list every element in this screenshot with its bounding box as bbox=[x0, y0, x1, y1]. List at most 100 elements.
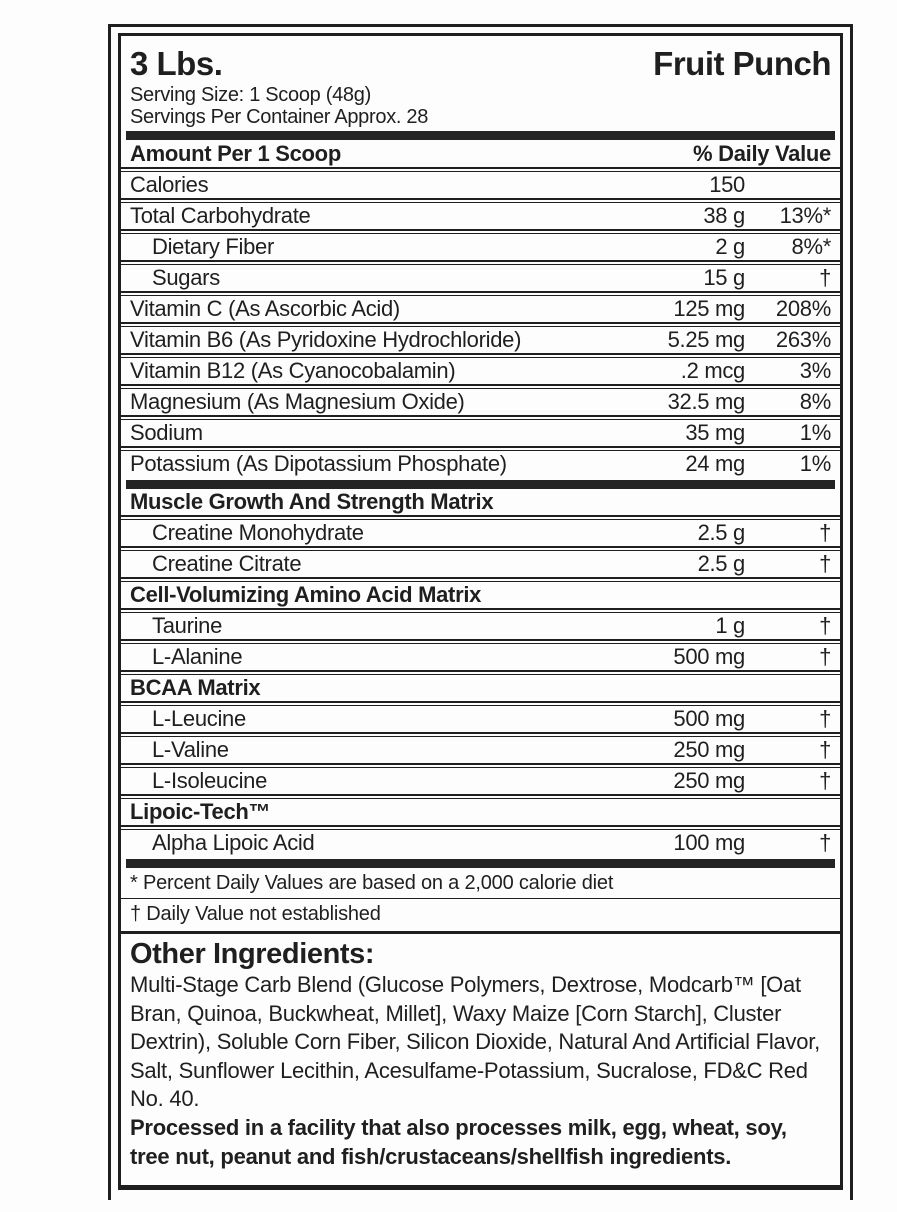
row-divider bbox=[121, 577, 840, 582]
nutrient-daily-value: † bbox=[819, 706, 831, 731]
nutrient-row: L-Leucine 500 mg † bbox=[130, 706, 831, 732]
thick-divider-bar bbox=[126, 131, 835, 140]
nutrient-row: Sugars 15 g † bbox=[130, 265, 831, 291]
servings-per-container: Servings Per Container Approx. 28 bbox=[130, 105, 429, 128]
row-divider bbox=[121, 291, 840, 296]
nutrient-row: L-Alanine 500 mg † bbox=[130, 644, 831, 670]
footnote-divider bbox=[121, 898, 840, 899]
nutrient-row: Potassium (As Dipotassium Phosphate) 24 m… bbox=[130, 451, 831, 477]
nutrient-amount: 500 mg bbox=[673, 644, 745, 669]
other-ingredients-heading: Other Ingredients: bbox=[130, 938, 375, 970]
nutrient-amount: .2 mcg bbox=[680, 358, 746, 383]
nutrient-daily-value: 263% bbox=[775, 327, 831, 352]
row-divider bbox=[121, 322, 840, 327]
nutrient-name: L-Valine bbox=[152, 737, 229, 762]
nutrient-name: L-Isoleucine bbox=[152, 768, 268, 793]
row-divider bbox=[121, 825, 840, 830]
row-divider bbox=[121, 608, 840, 613]
nutrient-name: Taurine bbox=[152, 613, 223, 638]
nutrient-daily-value: 3% bbox=[799, 358, 832, 383]
row-divider bbox=[121, 670, 840, 675]
amount-column-header: Amount Per 1 Scoop bbox=[130, 141, 341, 166]
nutrient-row: Taurine 1 g † bbox=[130, 613, 831, 639]
nutrient-daily-value: † bbox=[819, 737, 831, 762]
nutrient-amount: 2.5 g bbox=[697, 520, 746, 545]
thick-divider-bar bbox=[126, 480, 835, 489]
nutrient-row: Creatine Citrate 2.5 g † bbox=[130, 551, 831, 577]
footnote-percent-daily-value: * Percent Daily Values are based on a 2,… bbox=[130, 872, 614, 894]
row-divider bbox=[121, 546, 840, 551]
row-divider bbox=[121, 732, 840, 737]
nutrient-row: Total Carbohydrate 38 g 13%* bbox=[130, 203, 831, 229]
allergen-statement: Processed in a facility that also proces… bbox=[130, 1114, 787, 1169]
footnote-daily-value-not-established: † Daily Value not established bbox=[130, 903, 381, 925]
serving-size: Serving Size: 1 Scoop (48g) bbox=[130, 84, 371, 106]
nutrient-amount: 2.5 g bbox=[697, 551, 746, 576]
nutrient-daily-value: 8% bbox=[799, 389, 832, 414]
nutrient-name: Creatine Monohydrate bbox=[152, 520, 364, 545]
nutrient-amount: 100 mg bbox=[673, 830, 745, 855]
nutrient-row: Calories 150 bbox=[130, 172, 831, 198]
row-divider bbox=[121, 763, 840, 768]
product-size: 3 Lbs. bbox=[130, 45, 223, 82]
row-divider bbox=[121, 515, 840, 520]
nutrient-amount: 1 g bbox=[715, 613, 745, 638]
nutrient-daily-value: † bbox=[819, 551, 831, 576]
nutrient-daily-value: † bbox=[819, 613, 831, 638]
row-divider bbox=[121, 353, 840, 358]
nutrient-daily-value: 1% bbox=[799, 451, 832, 476]
nutrient-amount: 32.5 mg bbox=[667, 389, 746, 414]
nutrient-amount: 125 mg bbox=[673, 296, 745, 321]
nutrient-name: Sodium bbox=[130, 420, 203, 445]
nutrient-name: Vitamin C (As Ascorbic Acid) bbox=[130, 296, 400, 321]
nutrient-row: L-Isoleucine 250 mg † bbox=[130, 768, 831, 794]
row-divider bbox=[121, 794, 840, 799]
matrix-section-title: Cell-Volumizing Amino Acid Matrix bbox=[130, 582, 482, 607]
supplement-facts-panel: 3 Lbs. Fruit Punch Serving Size: 1 Scoop… bbox=[118, 33, 843, 1190]
flavor-name: Fruit Punch bbox=[653, 45, 831, 82]
label-outer-border: 3 Lbs. Fruit Punch Serving Size: 1 Scoop… bbox=[108, 24, 853, 1200]
row-divider bbox=[121, 415, 840, 420]
nutrient-name: Sugars bbox=[152, 265, 220, 290]
nutrient-row: Creatine Monohydrate 2.5 g † bbox=[130, 520, 831, 546]
nutrient-amount: 15 g bbox=[703, 265, 745, 290]
row-divider bbox=[121, 446, 840, 451]
nutrient-row: Vitamin C (As Ascorbic Acid) 125 mg 208% bbox=[130, 296, 831, 322]
nutrient-name: L-Alanine bbox=[152, 644, 243, 669]
nutrient-daily-value: † bbox=[819, 768, 831, 793]
nutrient-daily-value: † bbox=[819, 520, 831, 545]
nutrient-name: Potassium (As Dipotassium Phosphate) bbox=[130, 451, 507, 476]
nutrient-daily-value: † bbox=[819, 644, 831, 669]
nutrient-row: Vitamin B6 (As Pyridoxine Hydrochloride)… bbox=[130, 327, 831, 353]
nutrient-name: L-Leucine bbox=[152, 706, 246, 731]
panel-content: 3 Lbs. Fruit Punch Serving Size: 1 Scoop… bbox=[121, 36, 840, 1171]
matrix-section-title: Lipoic-Tech™ bbox=[130, 799, 271, 824]
nutrient-name: Magnesium (As Magnesium Oxide) bbox=[130, 389, 465, 414]
nutrient-name: Vitamin B6 (As Pyridoxine Hydrochloride) bbox=[130, 327, 522, 352]
nutrient-amount: 250 mg bbox=[673, 768, 745, 793]
nutrient-amount: 35 mg bbox=[685, 420, 745, 445]
nutrient-daily-value: 1% bbox=[799, 420, 832, 445]
nutrient-name: Creatine Citrate bbox=[152, 551, 302, 576]
nutrient-daily-value: 13%* bbox=[779, 203, 832, 228]
nutrient-amount: 150 bbox=[709, 172, 745, 197]
nutrient-amount: 24 mg bbox=[685, 451, 745, 476]
nutrient-row: Sodium 35 mg 1% bbox=[130, 420, 831, 446]
nutrient-name: Calories bbox=[130, 172, 209, 197]
row-divider bbox=[121, 639, 840, 644]
other-ingredients-divider bbox=[121, 931, 840, 934]
table-header-row: Amount Per 1 Scoop % Daily Value bbox=[130, 140, 831, 167]
nutrient-name: Vitamin B12 (As Cyanocobalamin) bbox=[130, 358, 456, 383]
nutrient-daily-value: 208% bbox=[775, 296, 831, 321]
other-ingredients-text: Multi-Stage Carb Blend (Glucose Polymers… bbox=[130, 972, 820, 1112]
matrix-section-title: Muscle Growth And Strength Matrix bbox=[130, 489, 494, 514]
nutrient-daily-value: 8%* bbox=[791, 234, 832, 259]
nutrition-rows: Calories 150 Total Carbohydrate 38 g 13%* Die… bbox=[121, 167, 840, 856]
nutrient-amount: 5.25 mg bbox=[667, 327, 746, 352]
nutrient-amount: 2 g bbox=[715, 234, 745, 259]
row-divider bbox=[121, 701, 840, 706]
row-divider bbox=[121, 260, 840, 265]
title-row: 3 Lbs. Fruit Punch bbox=[130, 36, 831, 85]
nutrient-row: Magnesium (As Magnesium Oxide) 32.5 mg 8% bbox=[130, 389, 831, 415]
